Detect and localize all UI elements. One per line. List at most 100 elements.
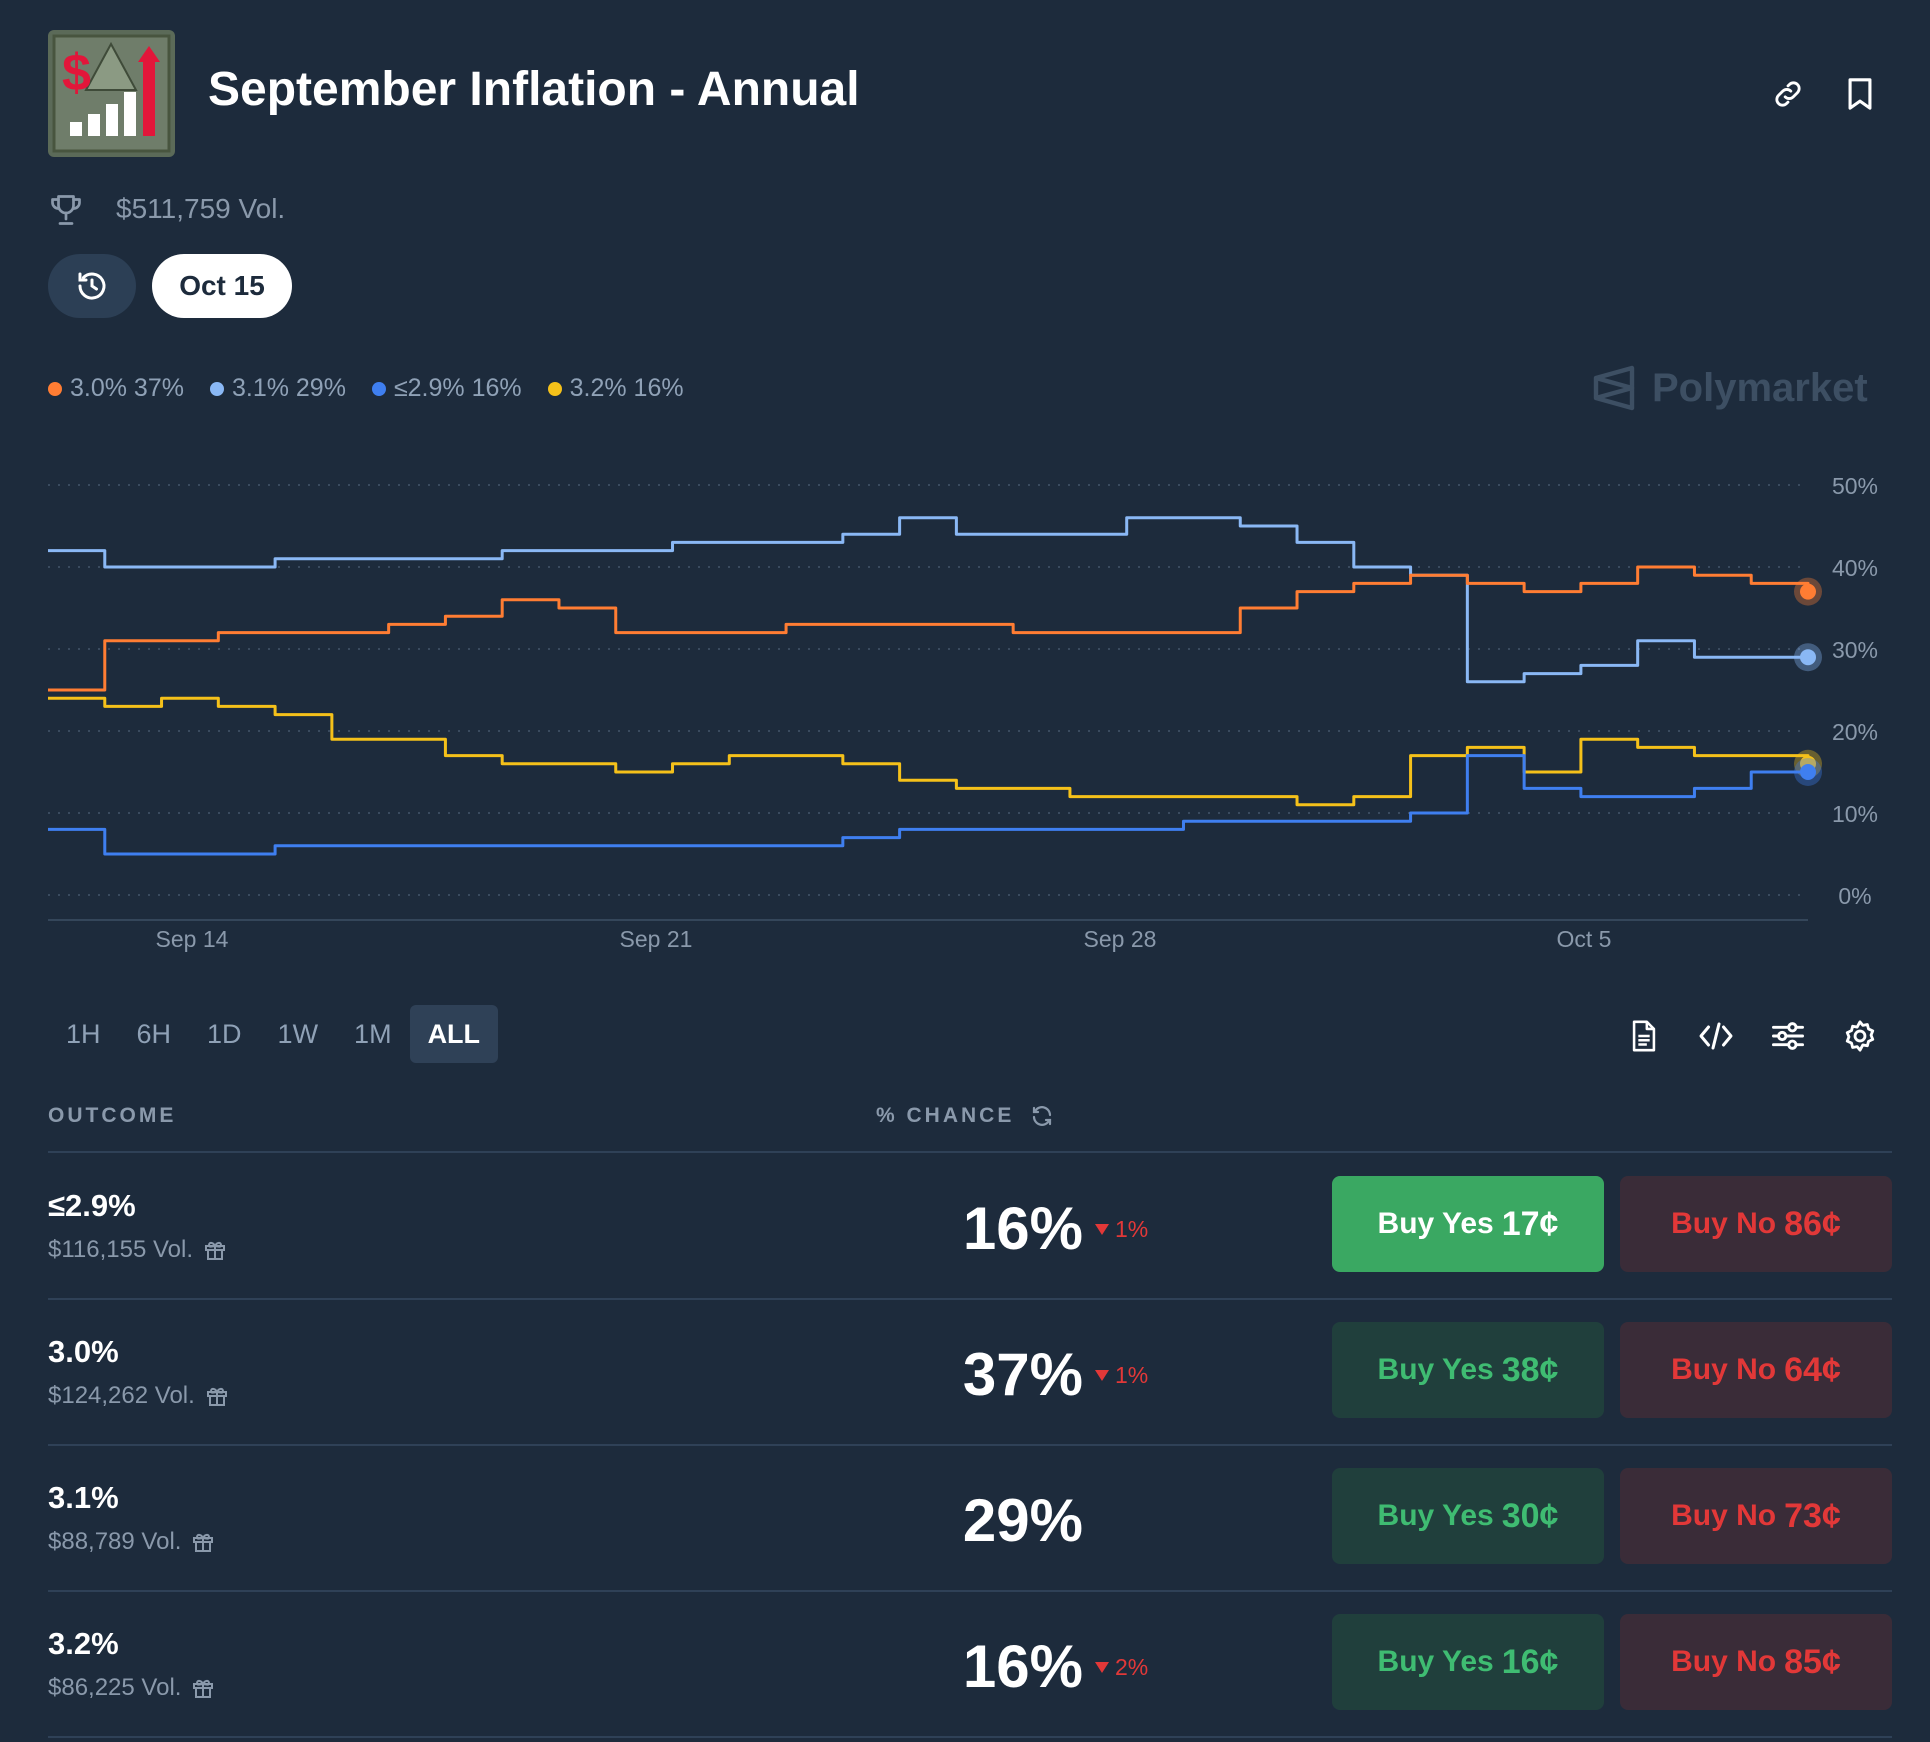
outcome-volume: $116,155 Vol. xyxy=(48,1236,227,1264)
y-tick-label: 50% xyxy=(1832,473,1878,499)
legend-label: 3.1% 29% xyxy=(231,374,346,402)
buy-yes-price: 16¢ xyxy=(1501,1642,1559,1681)
buy-no-button[interactable]: Buy No 85¢ xyxy=(1620,1614,1892,1710)
legend-dot xyxy=(371,381,386,396)
range-tab-all[interactable]: ALL xyxy=(409,1005,499,1063)
range-tab-1w[interactable]: 1W xyxy=(277,1019,319,1049)
clock-history-icon xyxy=(78,272,106,300)
buy-yes-label: Buy Yes xyxy=(1377,1645,1494,1678)
legend-label: 3.0% 37% xyxy=(70,374,184,402)
outcome-row[interactable]: 3.1% $88,789 Vol. 29% Buy Yes 30¢ Buy No 7… xyxy=(48,1446,1892,1590)
gift-icon xyxy=(193,1533,214,1552)
copy-link-icon[interactable] xyxy=(1766,72,1810,116)
document-icon[interactable] xyxy=(1620,1012,1668,1060)
chance-change: 1% xyxy=(1095,1216,1148,1243)
outcome-volume: $86,225 Vol. xyxy=(48,1674,215,1702)
y-tick-label: 30% xyxy=(1832,637,1878,663)
polymarket-logo-icon xyxy=(1593,365,1635,411)
outcome-row[interactable]: 3.0% $124,262 Vol. 37% 1% Buy Yes 38¢ Buy… xyxy=(48,1300,1892,1444)
buy-yes-price: 17¢ xyxy=(1501,1204,1559,1243)
buy-no-label: Buy No xyxy=(1671,1499,1777,1532)
embed-code-icon[interactable] xyxy=(1692,1012,1740,1060)
gift-icon xyxy=(206,1387,227,1406)
gift-icon xyxy=(205,1241,226,1260)
series-end-point xyxy=(1800,649,1816,666)
y-tick-label: 20% xyxy=(1832,719,1878,745)
buy-yes-price: 30¢ xyxy=(1501,1496,1559,1535)
legend-dot xyxy=(48,381,62,396)
history-button[interactable] xyxy=(48,254,136,318)
legend-dot xyxy=(547,381,562,396)
outcome-volume-text: $124,262 Vol. xyxy=(48,1382,195,1409)
buy-no-button[interactable]: Buy No 86¢ xyxy=(1620,1176,1892,1272)
buy-yes-label: Buy Yes xyxy=(1377,1353,1494,1386)
outcome-chance: 16% xyxy=(962,1195,1083,1262)
x-tick-label: Oct 5 xyxy=(1557,926,1612,952)
outcome-label: ≤2.9% xyxy=(48,1188,136,1223)
filter-sliders-icon[interactable] xyxy=(1764,1012,1812,1060)
outcome-chance: 16% xyxy=(962,1633,1083,1700)
buy-yes-button[interactable]: Buy Yes 17¢ xyxy=(1332,1176,1604,1272)
buy-yes-label: Buy Yes xyxy=(1377,1499,1494,1532)
down-arrow-icon xyxy=(1095,1369,1109,1381)
buy-no-button[interactable]: Buy No 73¢ xyxy=(1620,1468,1892,1564)
outcome-chance: 37% xyxy=(962,1341,1083,1408)
chart-legend: 3.0% 37% 3.1% 29% ≤2.9% 16% 3.2% 16% xyxy=(48,374,684,403)
outcome-chance: 29% xyxy=(962,1487,1083,1554)
series-line-3.0% xyxy=(48,565,1810,692)
buy-yes-button[interactable]: Buy Yes 38¢ xyxy=(1332,1322,1604,1418)
buy-no-button[interactable]: Buy No 64¢ xyxy=(1620,1322,1892,1418)
outcome-row[interactable]: 3.2% $86,225 Vol. 16% 2% Buy Yes 16¢ Buy … xyxy=(48,1592,1892,1736)
legend-dot xyxy=(209,381,224,396)
range-tab-6h[interactable]: 6H xyxy=(136,1019,172,1049)
bookmark-icon[interactable] xyxy=(1838,72,1882,116)
table-divider xyxy=(48,1736,1892,1738)
buy-yes-button[interactable]: Buy Yes 30¢ xyxy=(1332,1468,1604,1564)
chance-change-value: 1% xyxy=(1115,1216,1149,1242)
gift-icon xyxy=(193,1679,214,1698)
price-history-chart[interactable]: 50% 40% 30% 20% 10% 0% Sep 14 Sep 21 Sep 28 Oct 5 xyxy=(0,450,1930,970)
table-divider xyxy=(48,1444,1892,1446)
outcome-volume: $88,789 Vol. xyxy=(48,1528,215,1556)
chance-change: 1% xyxy=(1095,1362,1148,1389)
x-tick-label: Sep 28 xyxy=(1084,926,1157,952)
legend-label: 3.2% 16% xyxy=(569,374,684,402)
outcome-column-header: OUTCOME xyxy=(48,1104,177,1127)
chance-column-label: % CHANCE xyxy=(876,1104,1015,1127)
refresh-icon[interactable] xyxy=(1030,1104,1054,1128)
total-volume: $511,759 Vol. xyxy=(116,193,286,224)
range-tab-1m[interactable]: 1M xyxy=(354,1019,392,1049)
buy-no-label: Buy No xyxy=(1671,1353,1777,1386)
range-tab-1d[interactable]: 1D xyxy=(207,1019,242,1049)
chance-change-value: 2% xyxy=(1115,1654,1149,1680)
date-pill[interactable]: Oct 15 xyxy=(152,254,292,318)
buy-no-price: 85¢ xyxy=(1784,1642,1841,1681)
table-divider xyxy=(48,1151,1892,1153)
outcome-row[interactable]: ≤2.9% $116,155 Vol. 16% 1% Buy Yes 17¢ Bu… xyxy=(48,1154,1892,1298)
settings-gear-icon[interactable] xyxy=(1836,1012,1884,1060)
range-tab-1h[interactable]: 1H xyxy=(66,1019,101,1049)
buy-no-price: 64¢ xyxy=(1784,1350,1841,1389)
y-tick-label: 10% xyxy=(1832,801,1878,827)
y-tick-label: 0% xyxy=(1838,883,1871,909)
y-tick-label: 40% xyxy=(1832,555,1878,581)
table-divider xyxy=(48,1298,1892,1300)
down-arrow-icon xyxy=(1095,1223,1109,1235)
series-end-point xyxy=(1800,583,1816,600)
series-line-≤2.9% xyxy=(48,754,1808,856)
buy-yes-button[interactable]: Buy Yes 16¢ xyxy=(1332,1614,1604,1710)
table-divider xyxy=(48,1590,1892,1592)
outcome-label: 3.2% xyxy=(48,1626,119,1661)
legend-item: 3.2% 16% xyxy=(547,374,684,403)
x-tick-label: Sep 21 xyxy=(620,926,693,952)
buy-no-price: 73¢ xyxy=(1784,1496,1841,1535)
time-range-tabs: 1H 6H 1D 1W 1M ALL xyxy=(48,1005,499,1063)
polymarket-watermark: Polymarket xyxy=(1592,364,1868,412)
buy-no-label: Buy No xyxy=(1671,1645,1777,1678)
series-end-point xyxy=(1800,764,1816,780)
outcome-label: 3.1% xyxy=(48,1480,119,1515)
buy-yes-label: Buy Yes xyxy=(1377,1207,1494,1240)
outcome-volume-text: $116,155 Vol. xyxy=(48,1236,194,1263)
buy-no-price: 86¢ xyxy=(1784,1204,1841,1243)
x-tick-label: Sep 14 xyxy=(156,926,229,952)
